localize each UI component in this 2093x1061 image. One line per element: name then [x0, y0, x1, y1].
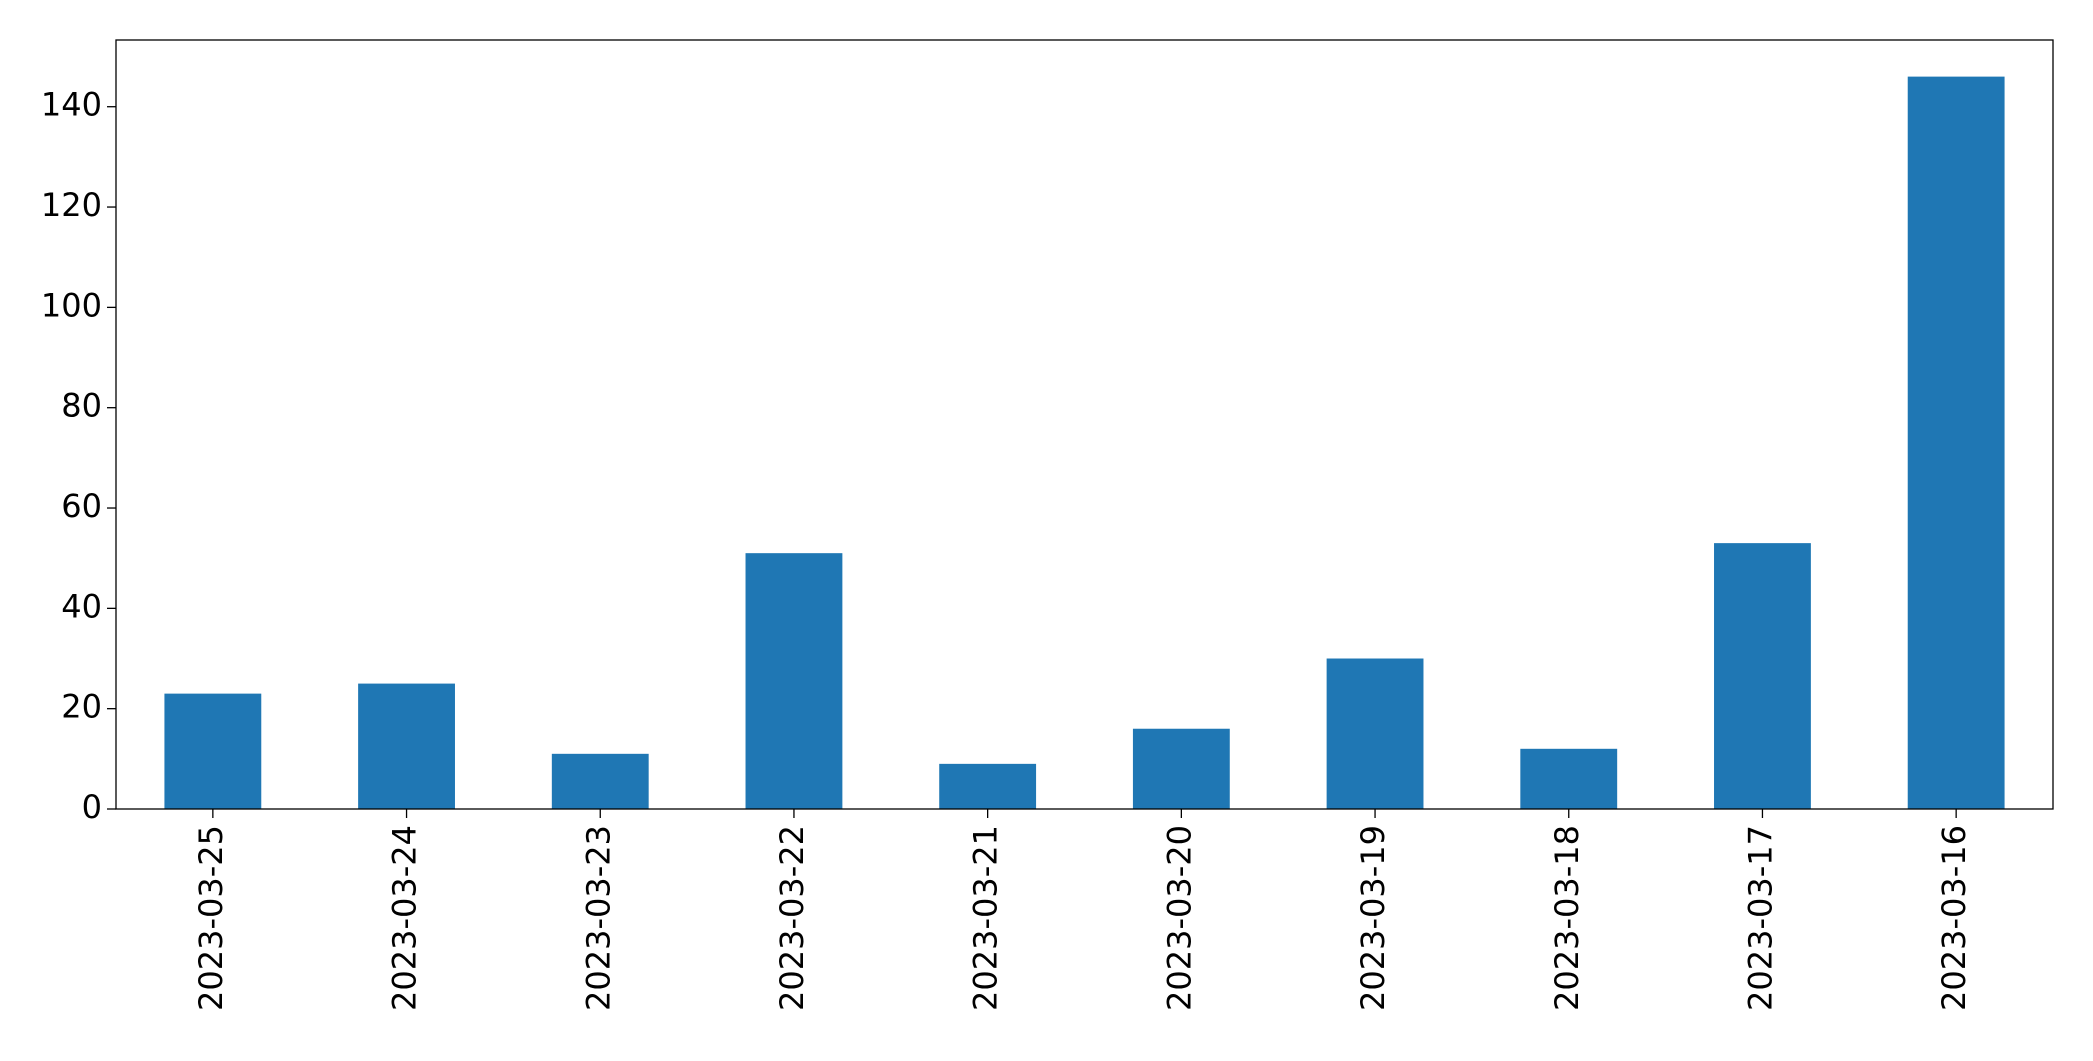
bar: [1326, 658, 1424, 809]
x-tick-label: 2023-03-25: [192, 825, 230, 1011]
x-tick-label: 2023-03-24: [386, 825, 424, 1011]
y-tick-label: 0: [82, 788, 102, 826]
x-tick-label: 2023-03-16: [1935, 825, 1973, 1011]
bar: [1132, 728, 1230, 809]
bar: [1714, 543, 1811, 809]
x-tick-label: 2023-03-23: [579, 825, 617, 1011]
x-tick-label: 2023-03-22: [773, 825, 811, 1011]
y-tick-label: 60: [61, 487, 102, 525]
y-tick-label: 80: [61, 387, 102, 425]
y-tick-label: 120: [41, 186, 102, 224]
bar: [551, 753, 649, 809]
x-tick-label: 2023-03-21: [967, 825, 1005, 1011]
y-tick-label: 140: [41, 86, 102, 124]
bar: [164, 693, 262, 809]
bar: [358, 683, 455, 809]
x-tick-label: 2023-03-17: [1741, 825, 1779, 1011]
bar: [939, 763, 1037, 809]
bar: [1520, 748, 1618, 809]
bar: [1907, 76, 2005, 810]
x-tick-label: 2023-03-18: [1548, 825, 1586, 1011]
y-tick-label: 100: [41, 286, 102, 324]
y-tick-label: 20: [61, 688, 102, 726]
plot-frame: [115, 39, 2054, 810]
x-tick-label: 2023-03-19: [1354, 825, 1392, 1011]
x-tick-label: 2023-03-20: [1160, 825, 1198, 1011]
bar: [745, 553, 843, 809]
y-tick-label: 40: [61, 587, 102, 625]
